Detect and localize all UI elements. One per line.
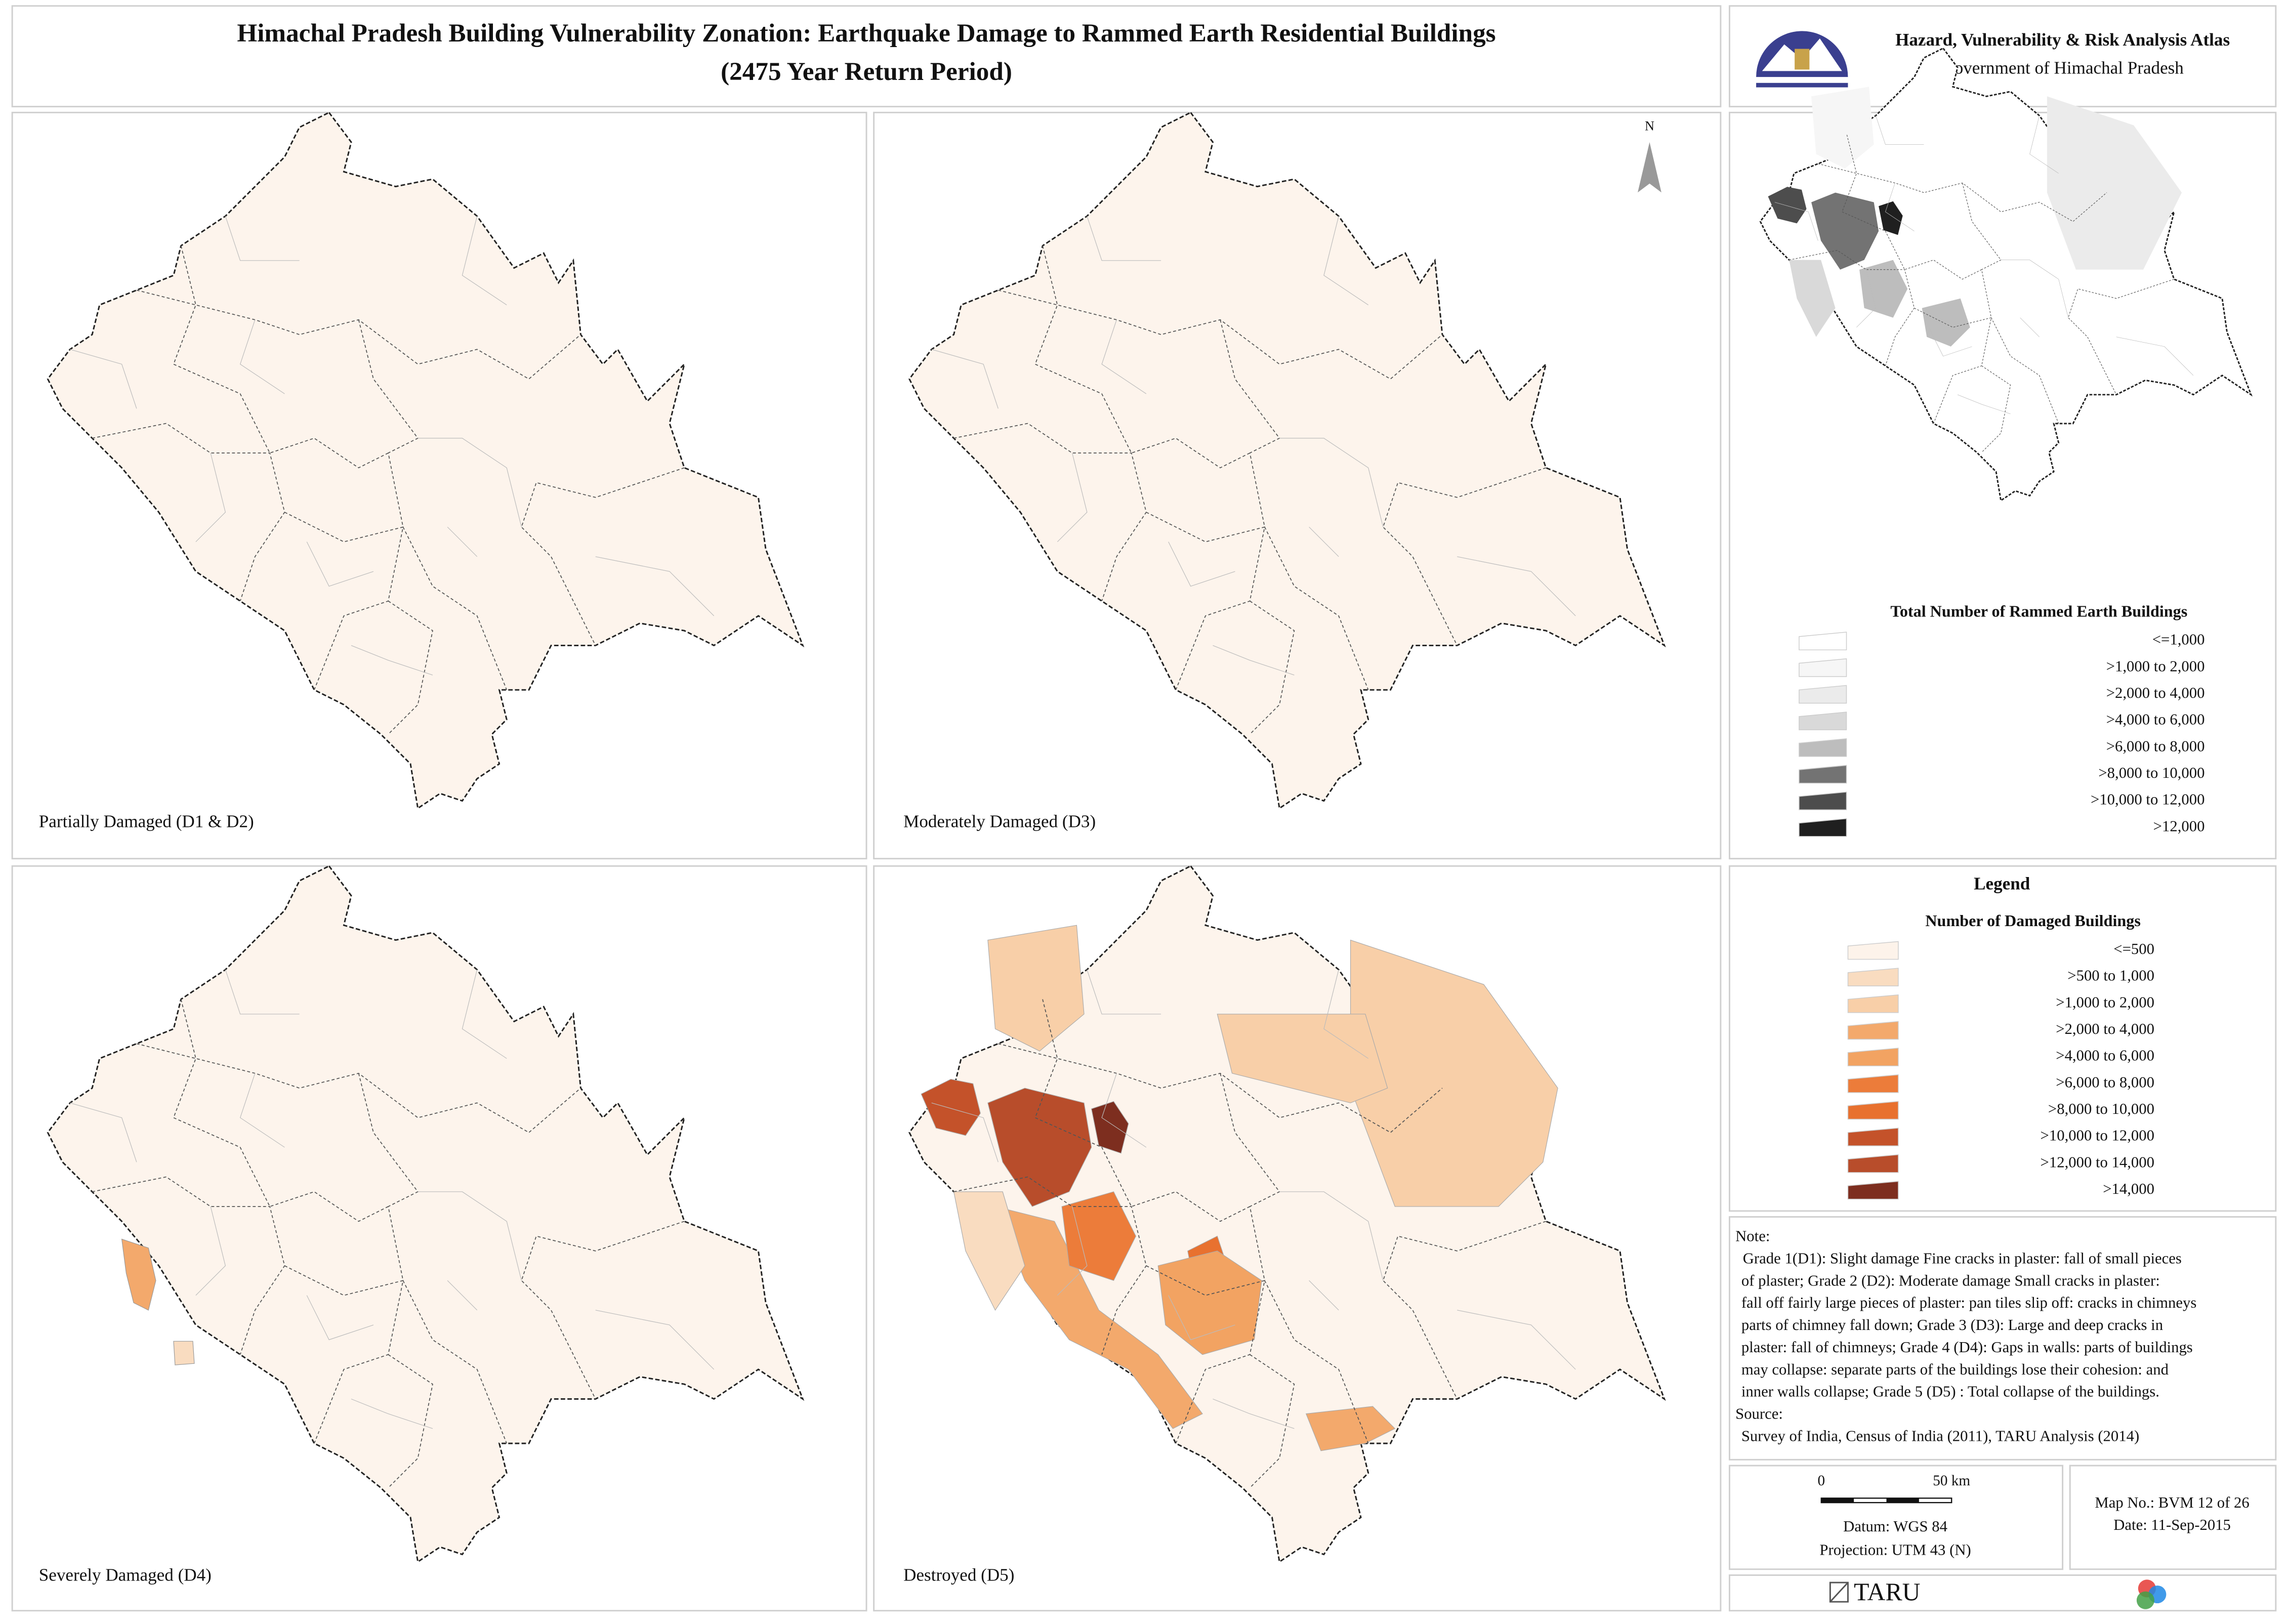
legend-swatch <box>1799 712 1847 730</box>
legend-label: >1,000 to 2,000 <box>2056 993 2154 1011</box>
legend-swatch <box>1799 738 1847 757</box>
scale-bar <box>1820 1497 1952 1504</box>
inset-legend-title: Total Number of Rammed Earth Buildings <box>1890 602 2187 620</box>
legend-label: >14,000 <box>2103 1180 2154 1197</box>
legend-label: >10,000 to 12,000 <box>2091 791 2204 808</box>
map-info-box <box>2069 1465 2277 1570</box>
note-line: of plaster; Grade 2 (D2): Moderate damag… <box>1741 1272 2160 1289</box>
legend-swatch <box>1847 1181 1899 1200</box>
source-heading: Source: <box>1735 1405 1783 1423</box>
panel-label: Destroyed (D5) <box>903 1565 1014 1585</box>
source: Survey of India, Census of India (2011),… <box>1741 1427 2139 1444</box>
legend-swatch <box>1799 632 1847 650</box>
partner-logo <box>2136 1579 2167 1609</box>
datum: Datum: WGS 84 <box>1843 1518 1947 1535</box>
note: Note: Grade 1(D1): Slight damage Fine cr… <box>1735 1228 2196 1445</box>
map-d5 <box>908 865 1666 1563</box>
panel-label: Severely Damaged (D4) <box>39 1565 212 1585</box>
taru-logo <box>1829 1581 1849 1603</box>
north-label: N <box>1645 119 1654 134</box>
legend-swatch <box>1847 1128 1899 1146</box>
panel-label: Moderately Damaged (D3) <box>903 812 1096 831</box>
legend-swatch <box>1847 941 1899 960</box>
inset-map <box>1759 47 2252 502</box>
legend-swatch <box>1847 1154 1899 1173</box>
legend-label: >12,000 to 14,000 <box>2041 1153 2154 1171</box>
map-d4 <box>47 865 804 1563</box>
note-box <box>1728 1216 2277 1461</box>
legend-swatch <box>1799 685 1847 704</box>
legend-label: >6,000 to 8,000 <box>2056 1073 2154 1091</box>
scale-box <box>1728 1465 2064 1570</box>
map-no: Map No.: BVM 12 of 26 <box>2095 1494 2249 1511</box>
legend-label: >2,000 to 4,000 <box>2056 1020 2154 1037</box>
legend-label: <=1,000 <box>2152 631 2205 648</box>
note-line: parts of chimney fall down; Grade 3 (D3)… <box>1741 1316 2163 1334</box>
subtitle: (2475 Year Return Period) <box>721 57 1012 86</box>
legend-box <box>1728 865 2277 1212</box>
legend-label: >6,000 to 8,000 <box>2106 737 2205 755</box>
legend: <=500 >500 to 1,000 >1,000 to 2,000 >2,000 … <box>1847 940 2154 1200</box>
legend-label: >10,000 to 12,000 <box>2041 1127 2154 1144</box>
footer-box <box>1728 1574 2277 1612</box>
legend-label: >2,000 to 4,000 <box>2106 684 2205 701</box>
legend-label: >8,000 to 10,000 <box>2048 1100 2154 1117</box>
legend-swatch <box>1799 818 1847 837</box>
legend-swatch <box>1847 1074 1899 1093</box>
inset-legend: <=1,000 >1,000 to 2,000 >2,000 to 4,000 >4,… <box>1799 631 2205 837</box>
atlas-title: Hazard, Vulnerability & Risk Analysis At… <box>1895 30 2230 50</box>
title: Himachal Pradesh Building Vulnerability … <box>237 19 1495 48</box>
panel-label: Partially Damaged (D1 & D2) <box>39 812 254 831</box>
note-line: fall off fairly large pieces of plaster:… <box>1741 1294 2196 1311</box>
map-date: Date: 11-Sep-2015 <box>2113 1516 2231 1533</box>
legend-swatch <box>1799 765 1847 784</box>
legend-swatch <box>1847 968 1899 986</box>
legend-swatch <box>1847 1101 1899 1120</box>
taru: TARU <box>1854 1578 1920 1606</box>
legend-swatch <box>1847 1021 1899 1040</box>
note-line: Grade 1(D1): Slight damage Fine cracks i… <box>1743 1250 2182 1267</box>
legend-swatch <box>1847 1048 1899 1066</box>
atlas-org: Government of Himachal Pradesh <box>1941 58 2184 78</box>
legend-swatch <box>1799 658 1847 677</box>
scale-end: 50 km <box>1933 1473 1970 1489</box>
legend-swatch <box>1799 792 1847 810</box>
legend-heading: Legend <box>1974 873 2030 893</box>
legend-label: >12,000 <box>2153 817 2205 835</box>
legend-label: >1,000 to 2,000 <box>2106 657 2205 675</box>
legend-label: >500 to 1,000 <box>2067 967 2154 984</box>
legend-label: <=500 <box>2113 940 2154 957</box>
title-box <box>11 5 1722 108</box>
legend-title: Number of Damaged Buildings <box>1925 911 2141 930</box>
legend-label: >8,000 to 10,000 <box>2098 764 2204 781</box>
scale-start: 0 <box>1817 1473 1825 1489</box>
note-line: inner walls collapse; Grade 5 (D5) : Tot… <box>1741 1383 2159 1400</box>
legend-swatch <box>1847 994 1899 1013</box>
note-line: may collapse: separate parts of the buil… <box>1741 1361 2169 1378</box>
north-arrow <box>1638 142 1661 193</box>
note-line: plaster: fall of chimneys; Grade 4 (D4):… <box>1741 1339 2193 1356</box>
legend-label: >4,000 to 6,000 <box>2056 1047 2154 1064</box>
emblem <box>1756 31 1848 88</box>
note-heading: Note: <box>1735 1228 1770 1245</box>
legend-label: >4,000 to 6,000 <box>2106 711 2205 728</box>
projection: Projection: UTM 43 (N) <box>1819 1542 1971 1559</box>
